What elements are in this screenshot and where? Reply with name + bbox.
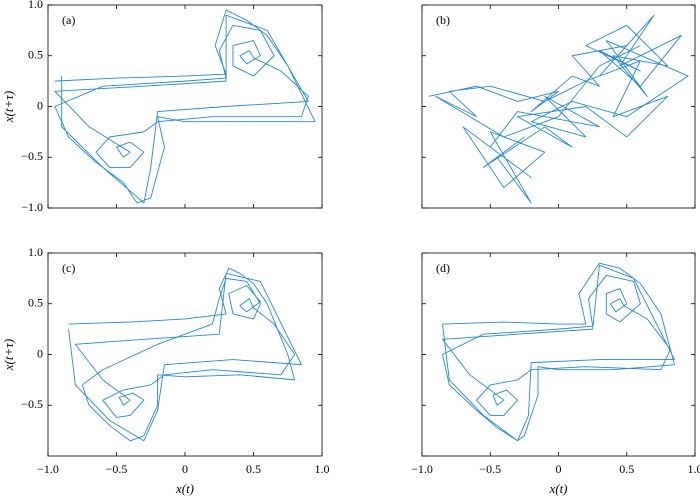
y-tick-label: −0.5 — [21, 397, 43, 411]
axes-frame — [422, 253, 695, 456]
x-tick-label: 1.0 — [315, 462, 330, 476]
x-tick-label: 0 — [182, 462, 188, 476]
x-tick-label: −0.5 — [106, 462, 128, 476]
panel-label: (d) — [436, 261, 450, 275]
trajectory — [55, 10, 315, 203]
panel-label: (c) — [62, 261, 75, 275]
x-tick-label: −1.0 — [411, 462, 433, 476]
x-axis-label: x(t) — [548, 481, 567, 496]
y-axis-label: x(t+τ) — [1, 339, 16, 371]
x-tick-label: 0.5 — [619, 462, 634, 476]
x-axis-label: x(t) — [175, 481, 194, 496]
y-tick-label: −1.0 — [21, 200, 43, 214]
y-tick-label: −0.5 — [21, 149, 43, 163]
y-tick-label: 0 — [37, 346, 43, 360]
panel-label: (b) — [436, 13, 450, 27]
axes-frame — [48, 253, 322, 456]
trajectory — [429, 15, 688, 203]
x-tick-label: 0.5 — [246, 462, 261, 476]
trajectory — [69, 268, 302, 441]
x-tick-label: −0.5 — [479, 462, 501, 476]
y-tick-label: 1.0 — [28, 0, 43, 11]
y-tick-label: 1.0 — [28, 245, 43, 259]
y-tick-label: 0.5 — [28, 48, 43, 62]
x-tick-label: 1.0 — [688, 462, 700, 476]
panel-label: (a) — [62, 13, 75, 27]
trajectory — [442, 263, 674, 441]
y-axis-label: x(t+τ) — [1, 91, 16, 123]
axes-frame — [422, 5, 695, 208]
x-tick-label: 0 — [556, 462, 562, 476]
axes-frame — [48, 5, 322, 208]
x-tick-label: −1.0 — [37, 462, 59, 476]
y-tick-label: 0.5 — [28, 296, 43, 310]
y-tick-label: 0 — [37, 98, 43, 112]
